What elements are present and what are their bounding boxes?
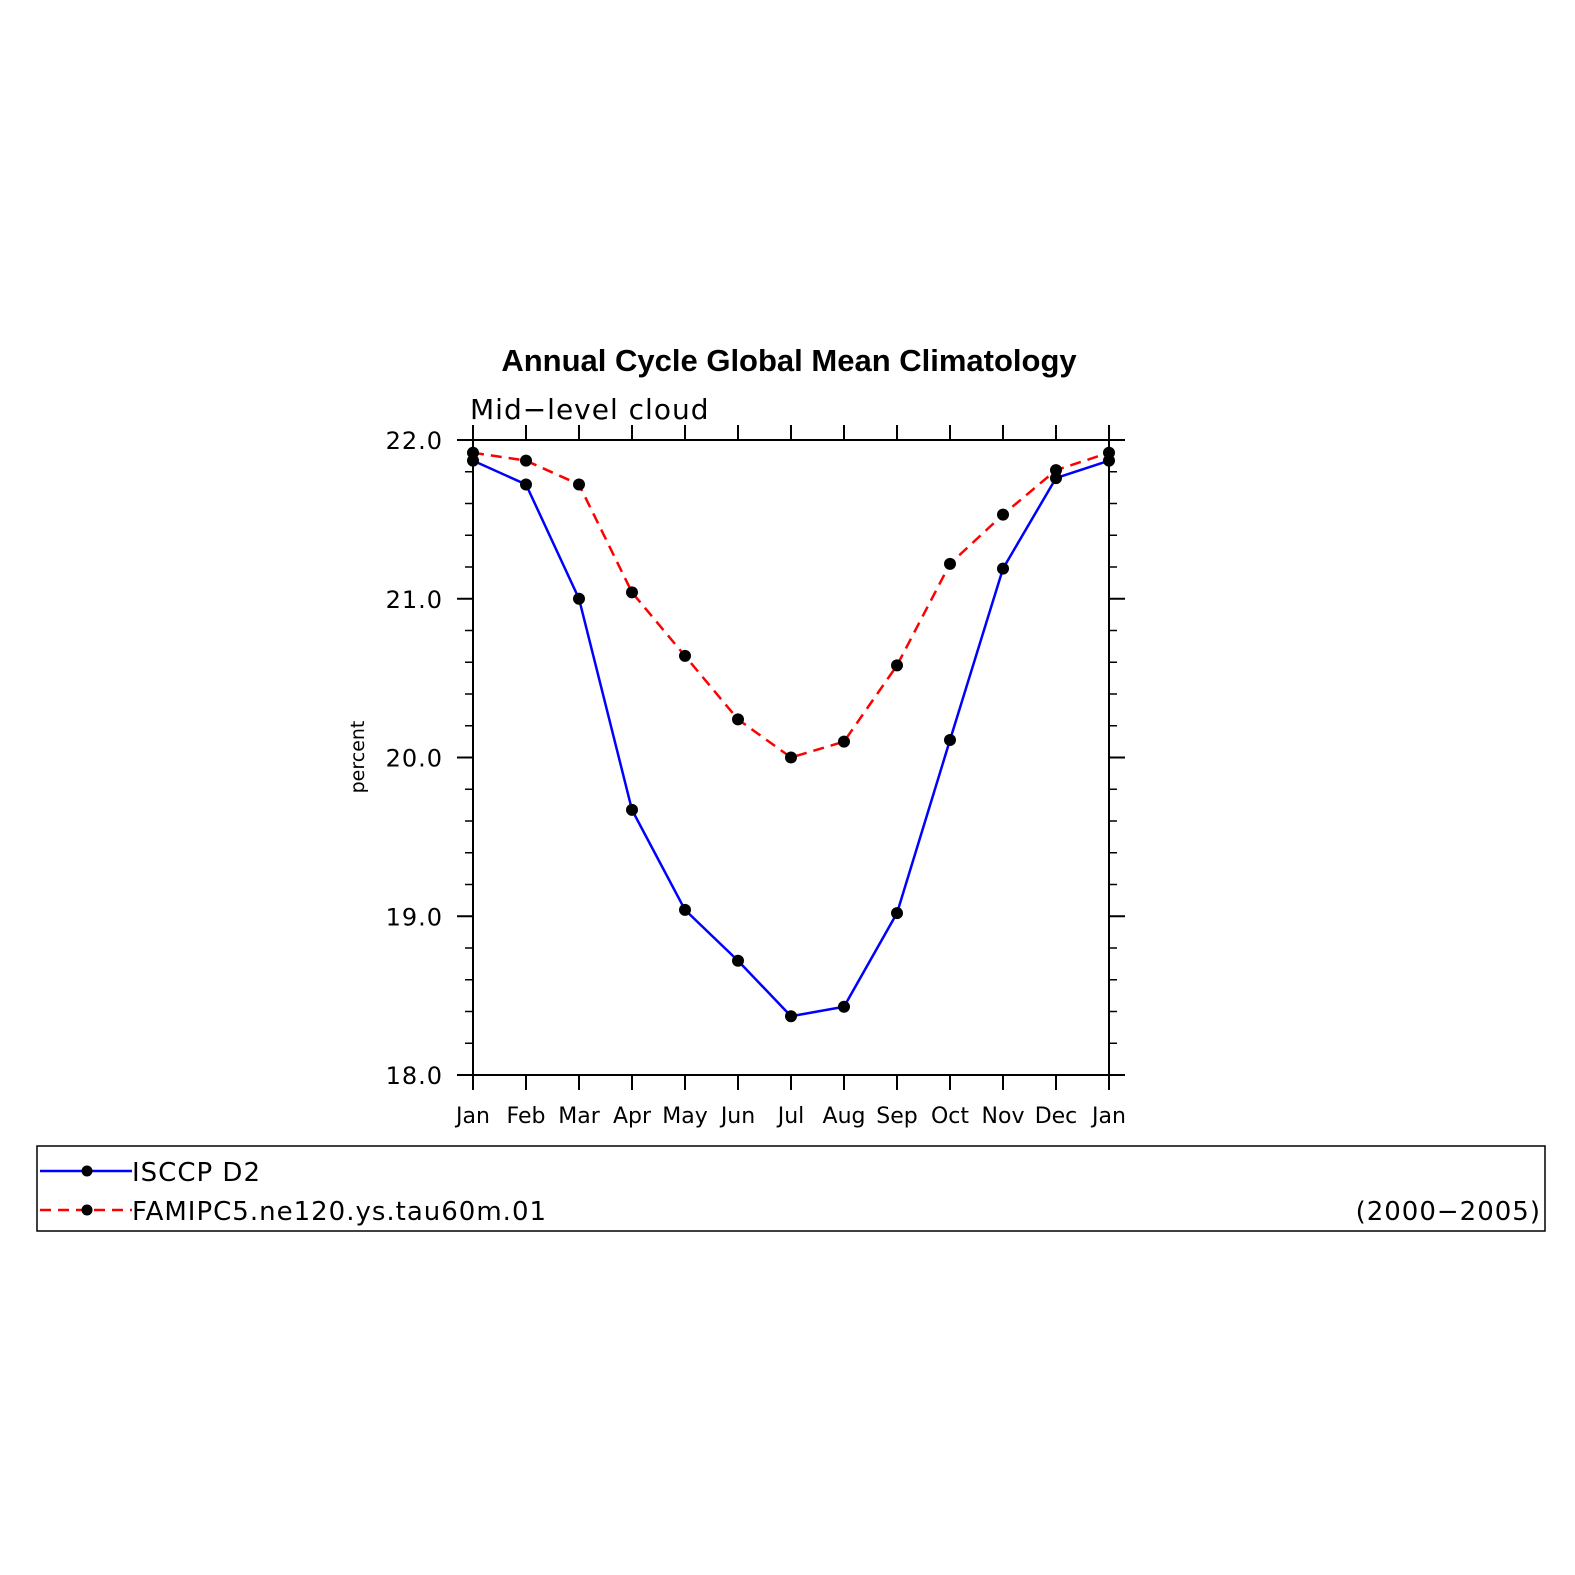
x-tick-label: Feb bbox=[507, 1104, 546, 1129]
x-tick-label: Jan bbox=[1090, 1104, 1126, 1129]
x-tick-label: Jun bbox=[719, 1104, 755, 1129]
data-point-isccp bbox=[838, 1000, 850, 1013]
data-point-famipc5 bbox=[785, 751, 797, 764]
y-tick-label: 21.0 bbox=[386, 586, 443, 614]
data-point-famipc5 bbox=[838, 735, 850, 748]
data-point-isccp bbox=[997, 562, 1009, 575]
x-tick-label: Nov bbox=[982, 1104, 1025, 1129]
series-line-isccp bbox=[472, 459, 1110, 1018]
legend-label-isccp: ISCCP D2 bbox=[132, 1158, 261, 1188]
data-point-famipc5 bbox=[1050, 464, 1062, 477]
x-tick-label: Jan bbox=[454, 1104, 490, 1129]
y-tick-label: 19.0 bbox=[386, 903, 443, 931]
legend-label-famipc5: FAMIPC5.ne120.ys.tau60m.01 bbox=[132, 1197, 547, 1227]
data-point-isccp bbox=[944, 734, 956, 747]
data-point-famipc5 bbox=[467, 446, 479, 459]
data-point-famipc5 bbox=[891, 659, 903, 672]
data-point-isccp bbox=[891, 907, 903, 920]
data-point-isccp bbox=[573, 592, 585, 605]
data-point-isccp bbox=[732, 954, 744, 967]
data-point-isccp bbox=[679, 903, 691, 916]
y-tick-label: 22.0 bbox=[386, 427, 443, 455]
x-tick-label: Sep bbox=[876, 1104, 917, 1129]
data-point-famipc5 bbox=[520, 454, 532, 467]
x-tick-label: Apr bbox=[613, 1104, 652, 1129]
chart-subtitle: Mid−level cloud bbox=[470, 393, 709, 426]
data-point-famipc5 bbox=[626, 586, 638, 599]
y-tick-label: 20.0 bbox=[386, 745, 443, 773]
x-tick-label: Oct bbox=[931, 1104, 969, 1129]
x-tick-label: Mar bbox=[558, 1104, 600, 1129]
data-point-famipc5 bbox=[944, 557, 956, 570]
data-point-famipc5 bbox=[997, 508, 1009, 521]
plot-axes: 18.0 19.0 20.0 21.0 22.0 Jan Feb Mar Apr May Jun Ju… bbox=[386, 425, 1126, 1129]
x-tick-label: Aug bbox=[823, 1104, 866, 1129]
data-point-famipc5 bbox=[732, 713, 744, 726]
x-tick-label: Dec bbox=[1035, 1104, 1078, 1129]
legend-box bbox=[36, 1145, 1546, 1232]
y-tick-label: 18.0 bbox=[386, 1062, 443, 1090]
legend-period-note: (2000−2005) bbox=[1356, 1197, 1541, 1227]
data-point-isccp bbox=[626, 803, 638, 816]
x-tick-label: May bbox=[662, 1104, 707, 1129]
y-axis-label: percent bbox=[347, 721, 369, 794]
data-point-isccp bbox=[785, 1010, 797, 1023]
legend-marker-famipc5 bbox=[81, 1204, 93, 1216]
x-tick-label: Jul bbox=[776, 1104, 805, 1129]
data-point-isccp bbox=[520, 478, 532, 491]
legend: ISCCP D2 FAMIPC5.ne120.ys.tau60m.01 (200… bbox=[36, 1145, 1546, 1232]
data-point-famipc5 bbox=[573, 478, 585, 491]
chart-title: Annual Cycle Global Mean Climatology bbox=[501, 343, 1077, 378]
data-point-famipc5 bbox=[679, 649, 691, 662]
series-line-famipc5 bbox=[472, 451, 1110, 759]
series-layer bbox=[467, 446, 1115, 1023]
data-point-famipc5 bbox=[1103, 446, 1115, 459]
legend-marker-isccp bbox=[81, 1165, 93, 1177]
